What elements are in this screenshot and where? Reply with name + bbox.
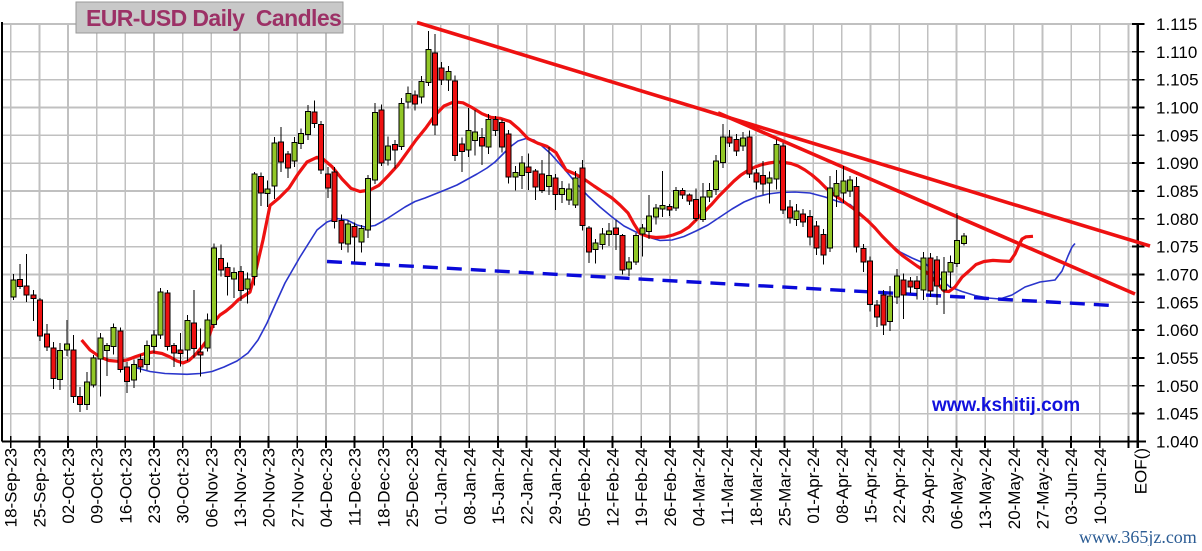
- svg-text:1.095: 1.095: [1156, 126, 1199, 145]
- svg-text:16-Oct-23: 16-Oct-23: [116, 448, 135, 524]
- svg-text:19-Feb-24: 19-Feb-24: [632, 448, 651, 526]
- svg-text:1.115: 1.115: [1156, 15, 1197, 34]
- svg-text:1.040: 1.040: [1156, 432, 1199, 451]
- svg-text:04-Dec-23: 04-Dec-23: [317, 448, 336, 527]
- svg-text:08-Jan-24: 08-Jan-24: [460, 448, 479, 525]
- svg-text:27-May-24: 27-May-24: [1034, 448, 1053, 529]
- svg-text:EUR-USD Daily Candles: EUR-USD Daily Candles: [86, 5, 341, 31]
- svg-text:1.060: 1.060: [1156, 321, 1199, 340]
- svg-text:1.110: 1.110: [1156, 43, 1197, 62]
- svg-text:www.365jz.com: www.365jz.com: [1079, 527, 1197, 546]
- svg-text:30-Oct-23: 30-Oct-23: [174, 448, 193, 524]
- svg-text:26-Feb-24: 26-Feb-24: [661, 448, 680, 526]
- svg-text:06-Nov-23: 06-Nov-23: [202, 448, 221, 527]
- svg-text:12-Feb-24: 12-Feb-24: [604, 448, 623, 526]
- svg-text:04-Mar-24: 04-Mar-24: [690, 448, 709, 526]
- svg-text:23-Oct-23: 23-Oct-23: [145, 448, 164, 524]
- svg-text:25-Sep-23: 25-Sep-23: [30, 448, 49, 527]
- svg-text:20-Nov-23: 20-Nov-23: [260, 448, 279, 527]
- svg-text:06-May-24: 06-May-24: [948, 448, 967, 529]
- svg-text:1.070: 1.070: [1156, 265, 1199, 284]
- svg-text:01-Jan-24: 01-Jan-24: [432, 448, 451, 525]
- svg-text:18-Sep-23: 18-Sep-23: [2, 448, 21, 527]
- svg-text:1.055: 1.055: [1156, 349, 1199, 368]
- svg-text:18-Dec-23: 18-Dec-23: [374, 448, 393, 527]
- svg-text:1.080: 1.080: [1156, 210, 1199, 229]
- svg-text:08-Apr-24: 08-Apr-24: [833, 448, 852, 524]
- svg-text:25-Mar-24: 25-Mar-24: [776, 448, 795, 526]
- svg-text:EOF(): EOF(): [1132, 448, 1151, 494]
- svg-text:22-Jan-24: 22-Jan-24: [518, 448, 537, 525]
- svg-text:29-Jan-24: 29-Jan-24: [546, 448, 565, 525]
- svg-text:15-Apr-24: 15-Apr-24: [862, 448, 881, 524]
- svg-text:13-Nov-23: 13-Nov-23: [231, 448, 250, 527]
- svg-text:1.090: 1.090: [1156, 154, 1199, 173]
- svg-text:13-May-24: 13-May-24: [976, 448, 995, 529]
- svg-text:1.100: 1.100: [1156, 99, 1199, 118]
- svg-text:09-Oct-23: 09-Oct-23: [88, 448, 107, 524]
- svg-text:1.050: 1.050: [1156, 377, 1199, 396]
- svg-text:03-Jun-24: 03-Jun-24: [1062, 448, 1081, 525]
- svg-text:15-Jan-24: 15-Jan-24: [489, 448, 508, 525]
- svg-text:1.075: 1.075: [1156, 238, 1199, 257]
- svg-text:02-Oct-23: 02-Oct-23: [59, 448, 78, 524]
- svg-text:1.045: 1.045: [1156, 405, 1199, 424]
- svg-text:22-Apr-24: 22-Apr-24: [890, 448, 909, 524]
- svg-text:27-Nov-23: 27-Nov-23: [288, 448, 307, 527]
- svg-text:1.065: 1.065: [1156, 293, 1199, 312]
- svg-text:01-Apr-24: 01-Apr-24: [804, 448, 823, 524]
- svg-text:11-Mar-24: 11-Mar-24: [718, 448, 737, 525]
- svg-text:18-Mar-24: 18-Mar-24: [747, 448, 766, 526]
- svg-text:20-May-24: 20-May-24: [1005, 448, 1024, 529]
- svg-text:29-Apr-24: 29-Apr-24: [919, 448, 938, 524]
- svg-text:1.085: 1.085: [1156, 182, 1199, 201]
- svg-text:1.105: 1.105: [1156, 71, 1199, 90]
- svg-text:11-Dec-23: 11-Dec-23: [346, 448, 365, 526]
- svg-text:www.kshitij.com: www.kshitij.com: [931, 395, 1080, 416]
- svg-text:05-Feb-24: 05-Feb-24: [575, 448, 594, 526]
- svg-text:25-Dec-23: 25-Dec-23: [403, 448, 422, 527]
- svg-text:10-Jun-24: 10-Jun-24: [1091, 448, 1110, 525]
